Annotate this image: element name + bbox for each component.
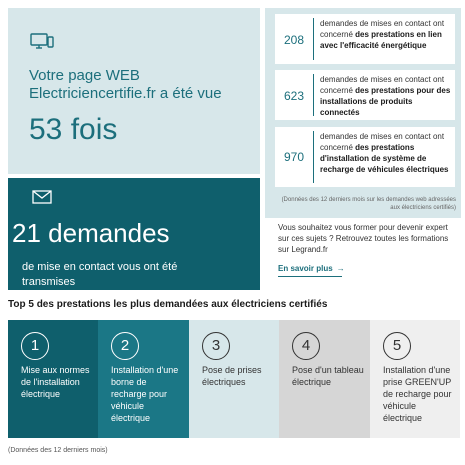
top5-item-3: 3 Pose de prises électriques: [189, 320, 279, 438]
monitor-icon: [30, 33, 54, 49]
requests-line-2: transmises: [22, 276, 76, 288]
top5-item-label: Pose de prises électriques: [202, 365, 262, 387]
contact-requests-card: [8, 178, 260, 290]
stat-divider: [313, 18, 314, 60]
top5-item-label: Installation d'une borne de recharge pou…: [111, 365, 179, 423]
footnote: (Données des 12 derniers mois): [8, 447, 108, 454]
top5-item-label: Installation d'une prise GREEN'UP de rec…: [383, 365, 452, 423]
rank-circle: 3: [202, 332, 230, 360]
stat-card-ev-charging: 970 demandes de mises en contact ont con…: [275, 127, 455, 187]
views-count: 53 fois: [29, 113, 118, 146]
stat-divider: [313, 131, 314, 183]
rank-circle: 5: [383, 332, 411, 360]
stat-number: 623: [284, 89, 305, 103]
stat-description: demandes de mises en contact ont concern…: [320, 75, 451, 117]
top5-item-4: 4 Pose d'un tableau électrique: [279, 320, 370, 438]
top5-item-5: 5 Installation d'une prise GREEN'UP de r…: [370, 320, 460, 438]
rank-circle: 1: [21, 332, 49, 360]
mail-icon: [32, 190, 52, 204]
stat-card-connected-products: 623 demandes de mises en contact ont con…: [275, 70, 455, 120]
requests-line-1: de mise en contact vous ont été: [22, 261, 178, 273]
stat-number: 208: [284, 33, 305, 47]
stat-divider: [313, 74, 314, 116]
stat-description: demandes de mises en contact ont concern…: [320, 19, 445, 50]
requests-count: 21 demandes: [12, 218, 170, 248]
top5-title: Top 5 des prestations les plus demandées…: [8, 299, 328, 310]
learn-more-underline: [278, 276, 342, 277]
stat-description: demandes de mises en contact ont concern…: [320, 132, 449, 174]
stats-note: (Données des 12 derniers mois sur les de…: [281, 197, 456, 211]
arrow-right-icon: →: [336, 264, 345, 273]
top5-item-1: 1 Mise aux normes de l'installation élec…: [8, 320, 98, 438]
page-views-card: [8, 8, 260, 174]
stat-card-efficiency: 208 demandes de mises en contact ont con…: [275, 14, 455, 64]
rank-circle: 2: [111, 332, 139, 360]
rank-circle: 4: [292, 332, 320, 360]
stat-number: 970: [284, 150, 305, 164]
training-text: Vous souhaitez vous former pour devenir …: [278, 223, 449, 254]
views-line-2: Electriciencertifie.fr a été vue: [29, 85, 222, 102]
top5-item-label: Mise aux normes de l'installation électr…: [21, 365, 90, 399]
top5-item-2: 2 Installation d'une borne de recharge p…: [98, 320, 189, 438]
top5-item-label: Pose d'un tableau électrique: [292, 365, 364, 387]
views-line-1: Votre page WEB: [29, 67, 140, 84]
learn-more-link[interactable]: En savoir plus →: [278, 264, 345, 273]
